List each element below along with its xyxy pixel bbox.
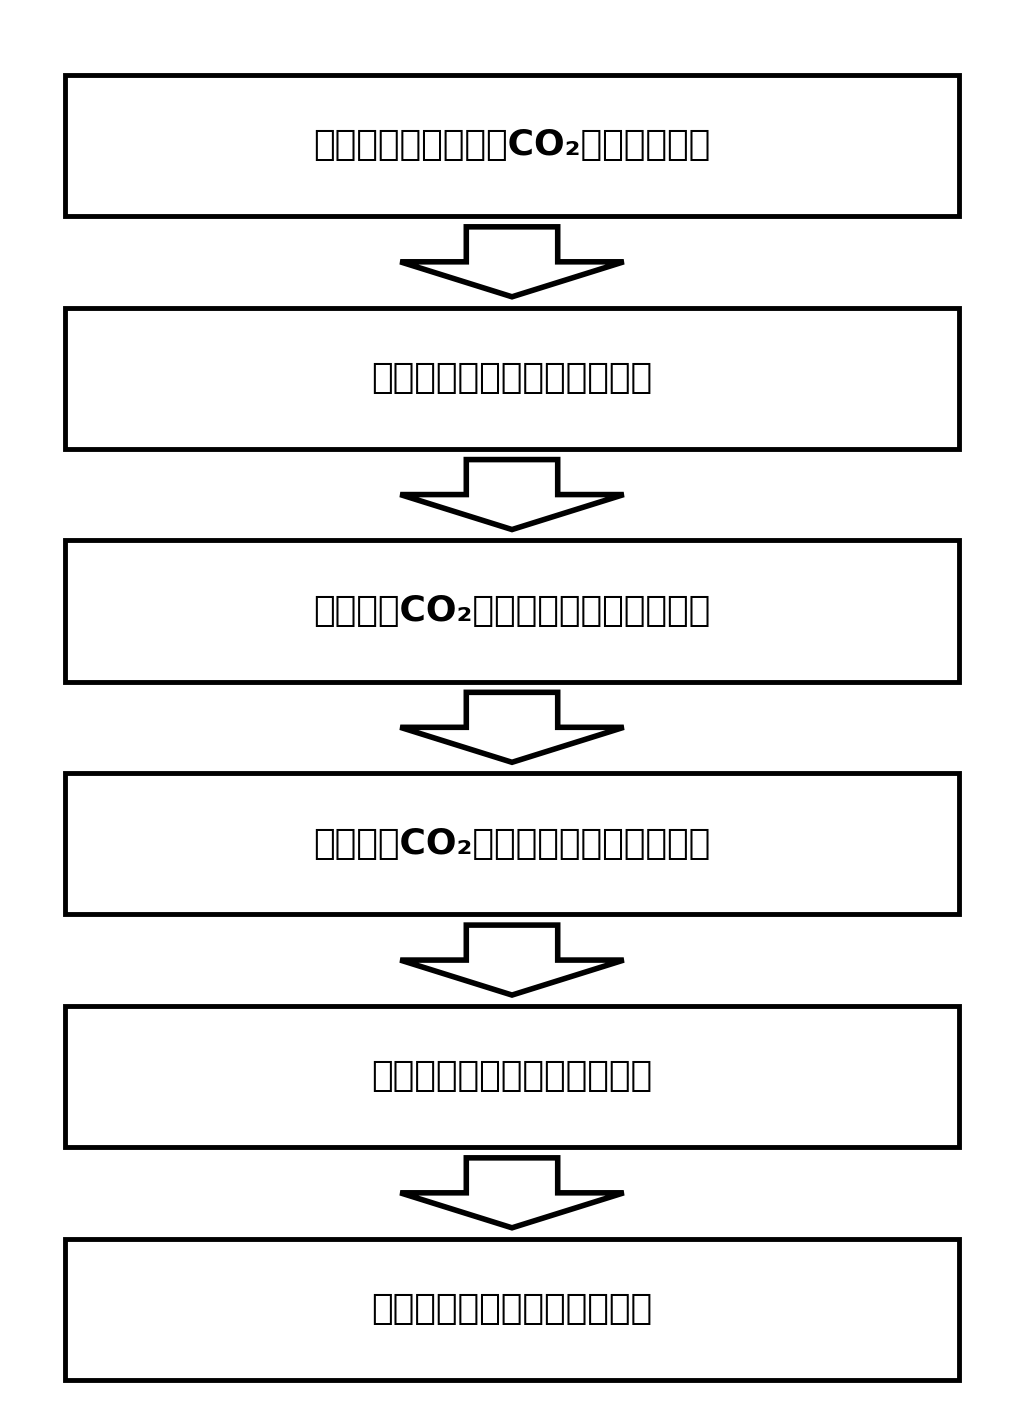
Bar — [66, 307, 958, 449]
Bar — [66, 75, 958, 216]
Polygon shape — [400, 459, 624, 530]
Text: 计算液态CO₂相变致裂后的破碎区半径: 计算液态CO₂相变致裂后的破碎区半径 — [313, 594, 711, 628]
Text: 计算等效炸药模型的装药高度: 计算等效炸药模型的装药高度 — [372, 1292, 652, 1326]
Polygon shape — [400, 227, 624, 297]
Text: 计算等效炸药模型的当量质量: 计算等效炸药模型的当量质量 — [372, 361, 652, 395]
Bar — [66, 773, 958, 914]
Polygon shape — [400, 692, 624, 762]
Text: 计算拟等效单孔液态CO₂相变致裂能量: 计算拟等效单孔液态CO₂相变致裂能量 — [313, 128, 711, 162]
Polygon shape — [400, 1158, 624, 1228]
Bar — [66, 540, 958, 682]
Text: 计算等效炸药模型的装药半径: 计算等效炸药模型的装药半径 — [372, 1060, 652, 1093]
Bar — [66, 1239, 958, 1380]
Bar — [66, 1006, 958, 1147]
Text: 计算液态CO₂相变致裂后的裂隙区半径: 计算液态CO₂相变致裂后的裂隙区半径 — [313, 827, 711, 861]
Polygon shape — [400, 925, 624, 995]
